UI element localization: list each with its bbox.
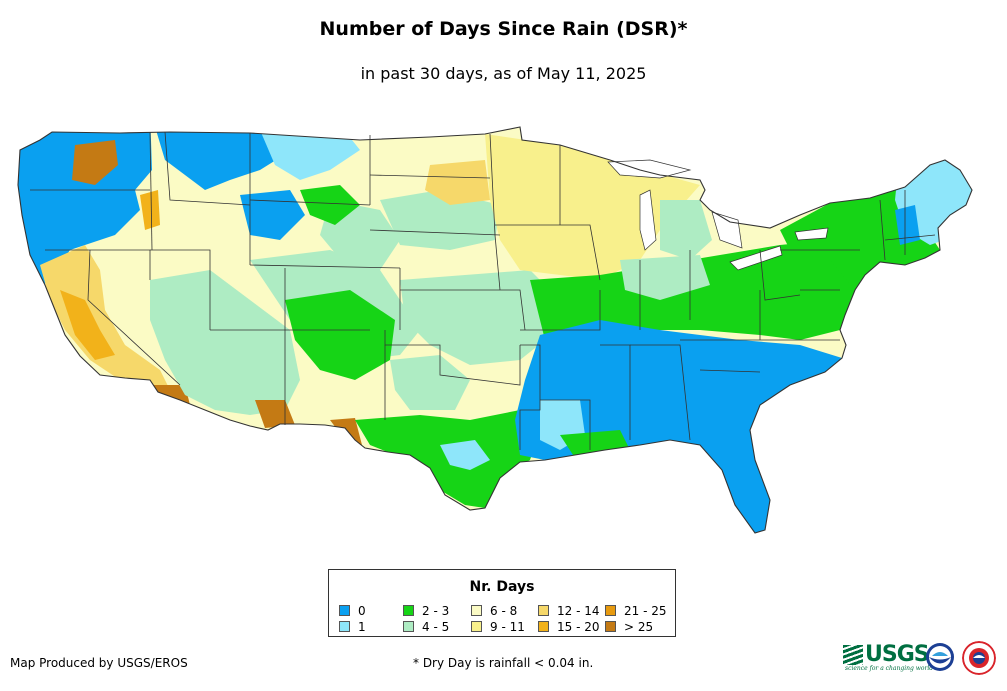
legend-label: 21 - 25 xyxy=(624,604,667,618)
region-nh-blue xyxy=(895,205,920,245)
region-southwest xyxy=(150,270,300,415)
legend-swatch xyxy=(339,605,350,616)
legend-item-1: 1 xyxy=(339,621,366,633)
usgs-tagline: science for a changing world xyxy=(845,665,934,672)
legend-swatch xyxy=(538,605,549,616)
legend-label: 6 - 8 xyxy=(490,604,518,618)
legend-swatch xyxy=(471,605,482,616)
region-nebraska xyxy=(380,190,500,250)
map-credit: Map Produced by USGS/EROS xyxy=(10,656,188,670)
region-texas-light xyxy=(440,440,490,470)
conus-dsr-map xyxy=(17,126,973,534)
region-southeast xyxy=(515,320,842,533)
region-dakotas-dry xyxy=(425,160,490,205)
legend-item-0: 0 xyxy=(339,605,366,617)
lake-michigan xyxy=(639,189,657,251)
legend-item-6: 12 - 14 xyxy=(538,605,600,617)
legend-swatch xyxy=(538,621,549,632)
legend-label: > 25 xyxy=(624,620,654,634)
footnote: * Dry Day is rainfall < 0.04 in. xyxy=(413,656,594,670)
nws-logo-icon xyxy=(962,641,996,675)
legend-label: 2 - 3 xyxy=(422,604,450,618)
region-california-dry xyxy=(40,245,175,400)
region-oregon-dry xyxy=(72,140,118,185)
lake-ontario xyxy=(794,227,829,241)
state-boundaries xyxy=(17,126,973,534)
legend-swatch xyxy=(605,605,616,616)
legend-item-2: 2 - 3 xyxy=(403,605,449,617)
usgs-logo: USGS xyxy=(843,642,930,667)
region-idaho-dry xyxy=(140,190,160,230)
region-kansas-ok xyxy=(400,270,560,365)
legend-label: 1 xyxy=(358,620,366,634)
region-wyoming-blue xyxy=(240,190,305,240)
lake-erie xyxy=(729,245,783,271)
legend-swatch xyxy=(403,621,414,632)
noaa-logo-icon xyxy=(926,643,954,671)
legend-item-5: 9 - 11 xyxy=(471,621,525,633)
legend-label: 9 - 11 xyxy=(490,620,525,634)
legend-title: Nr. Days xyxy=(469,579,535,595)
legend-swatch xyxy=(403,605,414,616)
region-california-drier xyxy=(60,290,115,360)
region-indiana-light xyxy=(620,255,710,300)
legend-swatch xyxy=(339,621,350,632)
map-subtitle: in past 30 days, as of May 11, 2025 xyxy=(360,64,647,83)
legend-item-9: > 25 xyxy=(605,621,653,633)
legend-label: 12 - 14 xyxy=(557,604,600,618)
region-tx-panhandle xyxy=(390,355,470,410)
legend-swatch xyxy=(605,621,616,632)
legend-item-8: 21 - 25 xyxy=(605,605,667,617)
lake-huron xyxy=(711,211,743,249)
legend-label: 4 - 5 xyxy=(422,620,450,634)
legend-swatch xyxy=(471,621,482,632)
map-title: Number of Days Since Rain (DSR)* xyxy=(319,18,688,40)
legend-item-3: 4 - 5 xyxy=(403,621,449,633)
lake-superior xyxy=(607,159,692,179)
usgs-wordmark: USGS xyxy=(865,642,930,667)
region-wyoming-green xyxy=(300,185,360,225)
legend: Nr. Days 0 1 2 - 3 4 - 5 6 - 8 9 - 11 12… xyxy=(328,569,676,637)
region-michigan xyxy=(660,200,712,260)
legend-item-4: 6 - 8 xyxy=(471,605,517,617)
legend-item-7: 15 - 20 xyxy=(538,621,600,633)
legend-label: 15 - 20 xyxy=(557,620,600,634)
region-nm-green xyxy=(285,290,395,380)
legend-label: 0 xyxy=(358,604,366,618)
usgs-mark-icon xyxy=(843,644,863,665)
